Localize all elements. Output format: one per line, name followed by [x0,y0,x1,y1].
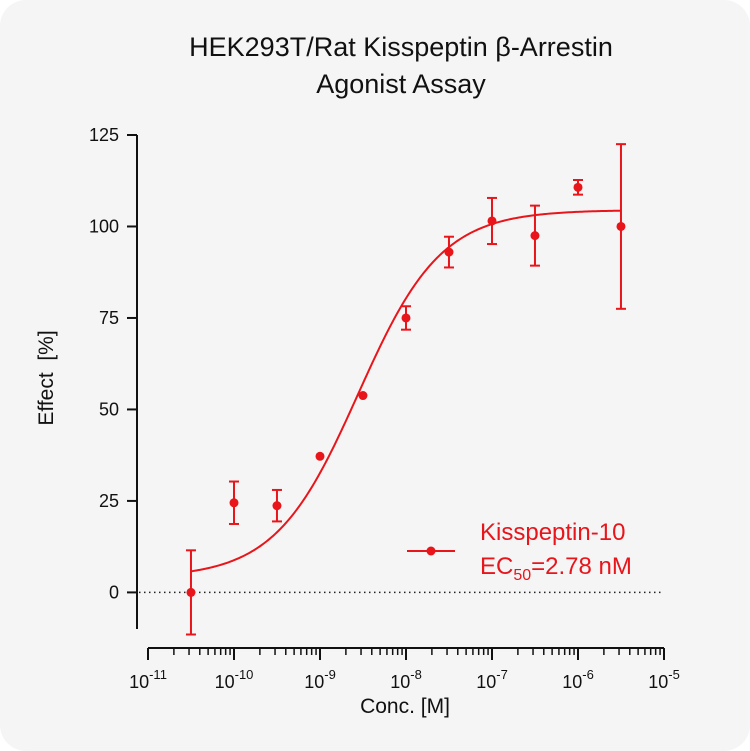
x-tick-label-base: 10 [562,672,582,692]
y-axis: 0 25 50 75 100 125 [89,125,138,629]
data-point [573,182,583,192]
x-tick-label: 10-5 [648,667,680,692]
data-point [315,451,325,461]
data-point [616,221,626,231]
legend-ec50-subscript: 50 [513,567,531,584]
legend-ec50-label: EC50=2.78 nM [480,553,632,584]
legend-ec50-value: =2.78 nM [531,553,632,580]
data-point [487,216,497,226]
fit-curve [190,209,621,573]
x-tick-label: 10-11 [129,667,167,692]
x-tick-label-base: 10 [129,672,149,692]
x-tick-label: 10-7 [476,667,508,692]
x-tick-label-exponent: -10 [235,667,254,682]
data-point [401,313,411,323]
y-tick-label: 75 [99,308,119,328]
y-tick-label: 50 [99,399,119,419]
data-point [229,498,239,508]
x-tick-label-base: 10 [304,672,324,692]
data-points-group [186,182,626,597]
x-tick-label-exponent: -5 [668,667,680,682]
data-point [444,247,454,257]
data-point [272,501,282,511]
y-axis-title: Effect [%] [35,330,58,425]
legend: Kisspeptin-10 EC50=2.78 nM [407,519,632,584]
x-tick-label-base: 10 [215,672,235,692]
x-tick-label-base: 10 [390,672,410,692]
y-tick-label: 100 [89,216,119,236]
chart-title-line-2: Agonist Assay [316,69,486,99]
x-axis: 10-11 10-10 10-9 10-8 10-7 10-6 10-5 [129,647,680,692]
x-tick-label-exponent: -6 [582,667,594,682]
data-point [186,587,196,597]
x-axis-title: Conc. [M] [360,695,450,718]
x-tick-label: 10-10 [215,667,254,692]
chart-title-line-1: HEK293T/Rat Kisspeptin β-Arrestin [189,32,613,62]
legend-ec50-prefix: EC [480,553,513,580]
x-tick-label-exponent: -8 [410,667,422,682]
x-tick-label-exponent: -7 [496,667,508,682]
x-tick-label-exponent: -11 [149,667,167,682]
fit-curve-group [190,209,621,573]
x-tick-label-base: 10 [476,672,496,692]
x-tick-label: 10-9 [304,667,336,692]
x-tick-label: 10-6 [562,667,594,692]
y-tick-label: 25 [99,491,119,511]
data-point [358,391,368,401]
y-tick-label: 125 [89,125,119,145]
x-tick-label-exponent: -9 [324,667,336,682]
x-tick-label-base: 10 [648,672,668,692]
data-point [530,231,540,241]
x-tick-label: 10-8 [390,667,422,692]
legend-series-label: Kisspeptin-10 [480,519,625,546]
legend-marker-swatch [426,546,436,556]
y-tick-label: 0 [109,582,119,602]
